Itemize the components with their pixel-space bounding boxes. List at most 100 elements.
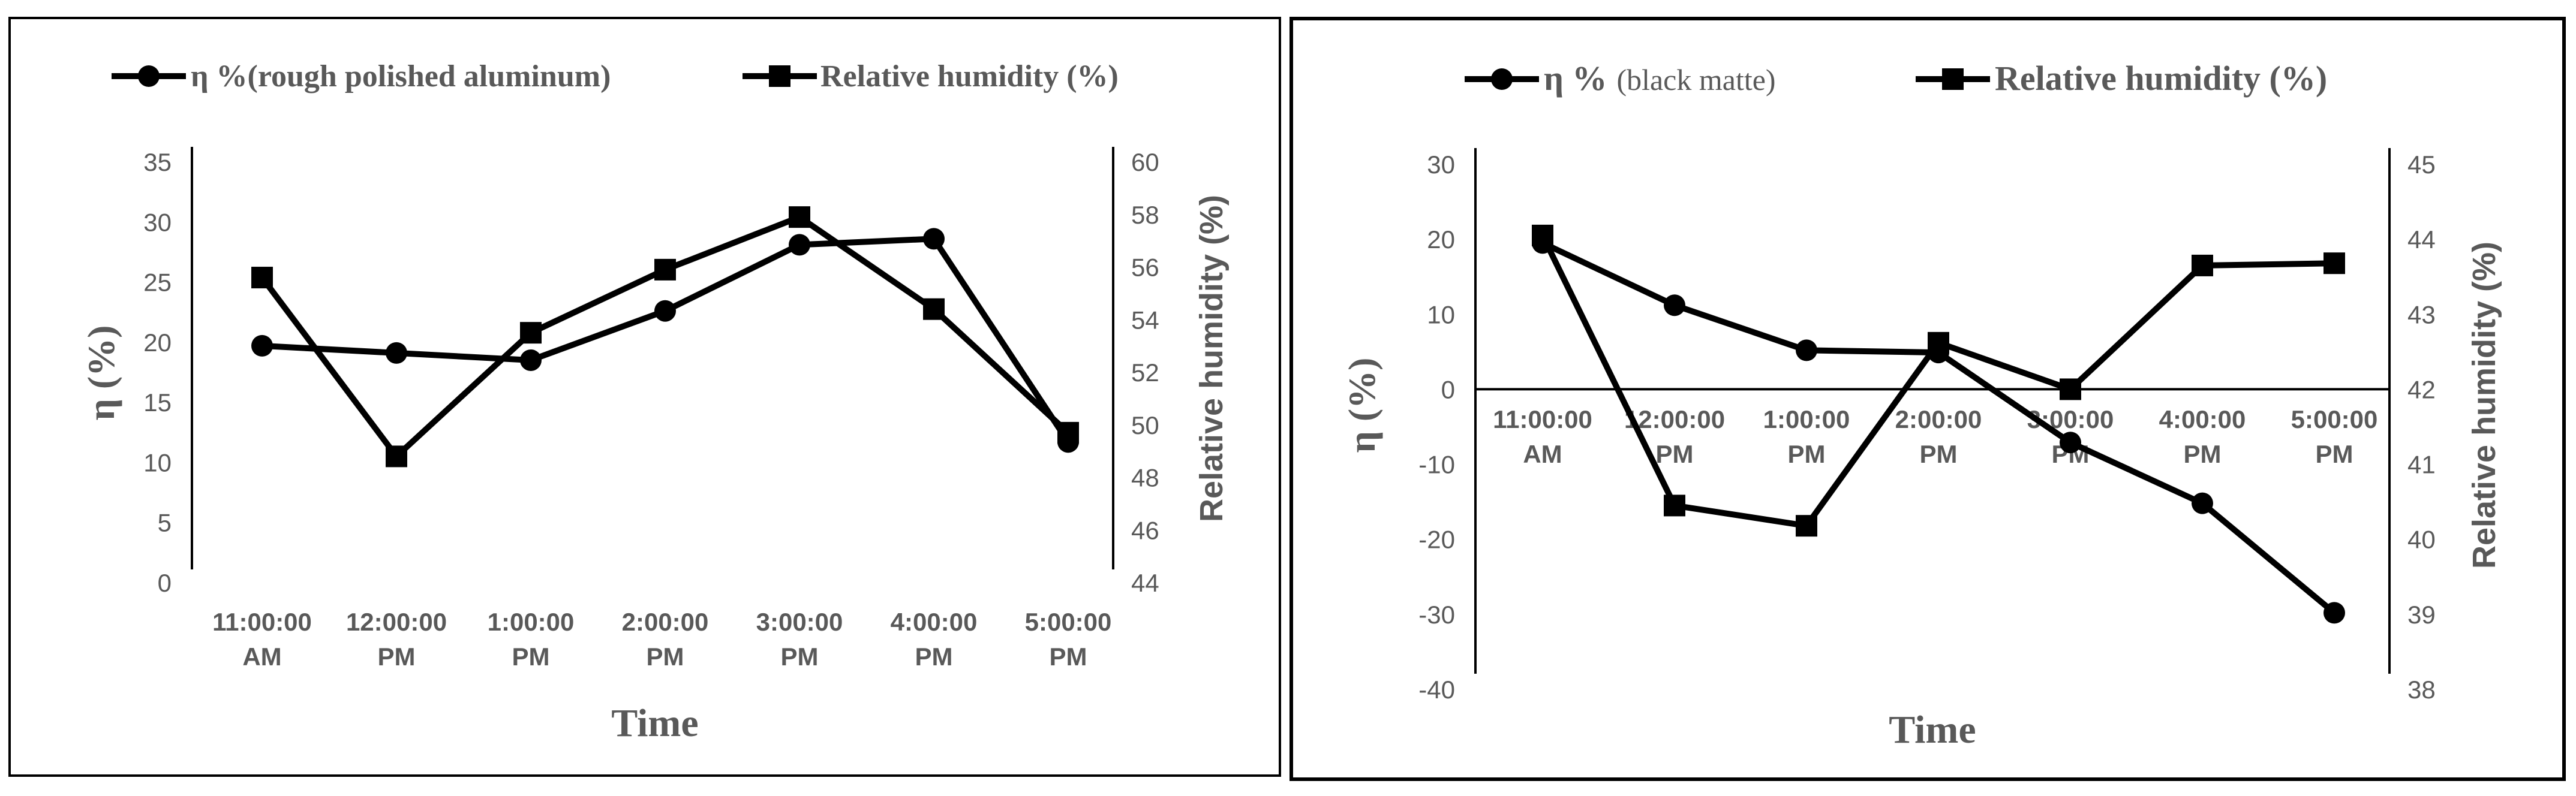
y-tick-left-label: 30 [143,208,172,236]
humidity-point [1664,495,1685,517]
y-tick-right-label: 54 [1131,306,1159,334]
series-group [251,206,1079,468]
y-tick-left-label: 25 [143,269,172,297]
y-tick-right-label: 46 [1131,516,1159,544]
humidity-point [654,258,676,281]
y-tick-right-label: 60 [1131,148,1159,176]
x-tick-label: 1:00:00 PM [488,608,575,671]
x-tick-label: 12:00:00 PM [346,608,447,671]
efficiency-point [654,300,676,322]
humidity-point [386,445,407,468]
legend: η %(rough polished aluminum) Relative hu… [112,59,1119,94]
y-ticks-right: 44 46 48 50 52 54 56 58 60 [1131,148,1159,597]
y-tick-left-label: 0 [158,569,172,597]
efficiency-point [2060,432,2081,454]
y-tick-left-label: -30 [1418,601,1455,629]
x-tick-label: 5:00:00 PM [1025,608,1112,671]
legend-marker-square [1942,68,1964,90]
y-tick-left-label: 30 [1427,150,1455,179]
y-tick-left-label: 10 [1427,300,1455,328]
efficiency-point [789,234,810,256]
y-tick-right-label: 38 [2407,676,2436,704]
humidity-point [2323,252,2345,275]
y-tick-left-label: 10 [143,448,172,477]
y-tick-left-label: 20 [1427,225,1455,254]
humidity-point [1532,224,1553,246]
y-ticks-left: 0 5 10 15 20 25 30 35 [143,148,172,597]
legend-marker-circle [138,65,160,87]
x-tick-label: 11:00:00 AM [1493,405,1592,468]
series-line-humidity [1540,234,2335,529]
y-tick-left-label: -40 [1418,676,1455,704]
legend-label-efficiency: η %(rough polished aluminum) [191,59,611,94]
y-tick-left-label: 0 [1441,375,1455,403]
x-tick-label: 2:00:00 PM [1895,405,1982,468]
efficiency-point [520,349,542,371]
y-tick-right-label: 56 [1131,254,1159,282]
y-tick-right-label: 44 [2407,225,2436,254]
legend-marker-square [769,65,790,87]
y-tick-right-label: 50 [1131,411,1159,439]
humidity-point [923,298,945,320]
humidity-point [789,206,810,228]
y-tick-right-label: 44 [1131,569,1159,597]
x-tick-label: 12:00:00 PM [1624,405,1725,468]
chart-svg-left: η %(rough polished aluminum) Relative hu… [80,59,1230,745]
legend-label-efficiency: η % (black matte) [1544,59,1776,98]
humidity-point [1796,515,1817,537]
x-tick-label: 1:00:00 PM [1763,405,1850,468]
x-axis-title: Time [1889,708,1976,752]
legend-label-humidity: Relative humidity (%) [1995,59,2327,98]
efficiency-point [923,228,945,250]
y-tick-right-label: 39 [2407,601,2436,629]
efficiency-point [2323,602,2345,624]
y-ticks-left: -40 -30 -20 -10 0 10 20 30 [1418,150,1455,704]
humidity-point [251,267,273,289]
efficiency-point [386,342,407,364]
humidity-point [520,322,542,344]
legend: η % (black matte) Relative humidity (%) [1465,59,2327,98]
y-ticks-right: 38 39 40 41 42 43 44 45 [2407,150,2436,704]
y-tick-left-label: 5 [158,509,172,537]
y-tick-left-label: 20 [143,328,172,357]
y-tick-right-label: 42 [2407,375,2436,403]
legend-label-efficiency-sub: (black matte) [1616,63,1775,97]
humidity-point [2192,254,2213,276]
legend-label-efficiency-main: η % [1544,59,1607,98]
efficiency-point [1664,294,1685,316]
y-tick-right-label: 58 [1131,201,1159,229]
y-axis-title-right: Relative humidity (%) [1194,195,1230,522]
chart-svg-right: η % (black matte) Relative humidity (%) -… [1340,59,2502,752]
x-tick-label: 4:00:00 PM [891,608,978,671]
efficiency-point [251,334,273,357]
x-tick-label: 4:00:00 PM [2159,405,2246,468]
x-tick-label: 2:00:00 PM [622,608,709,671]
series-line-humidity [260,214,1071,460]
series-group [1532,224,2345,624]
humidity-point [1928,331,1949,354]
x-tick-label: 5:00:00 PM [2291,405,2378,468]
x-axis-title: Time [611,701,698,745]
y-axis-title-left: η (%) [1340,358,1383,453]
y-tick-right-label: 52 [1131,358,1159,387]
legend-marker-circle [1491,68,1513,90]
y-tick-right-label: 43 [2407,300,2436,328]
humidity-point [1057,421,1079,444]
y-tick-left-label: 15 [143,388,172,417]
humidity-point [2060,378,2081,400]
y-tick-left-label: -10 [1418,451,1455,479]
efficiency-point [1796,339,1817,361]
x-ticks: 11:00:00 AM 12:00:00 PM 1:00:00 PM 2:00:00 PM 3:… [212,608,1111,671]
legend-label-humidity: Relative humidity (%) [820,59,1119,94]
efficiency-point [2192,492,2213,514]
chart-panel-black-matte: η % (black matte) Relative humidity (%) -… [1289,17,2566,781]
x-tick-label: 11:00:00 AM [212,608,312,671]
chart-panel-rough-polished-aluminum: η %(rough polished aluminum) Relative hu… [8,17,1281,777]
y-tick-right-label: 45 [2407,150,2436,179]
y-axis-title-left: η (%) [80,325,122,421]
x-tick-label: 3:00:00 PM [756,608,843,671]
y-tick-left-label: 35 [143,148,172,176]
y-axis-title-right: Relative humidity (%) [2466,242,2502,569]
y-tick-right-label: 40 [2407,526,2436,554]
